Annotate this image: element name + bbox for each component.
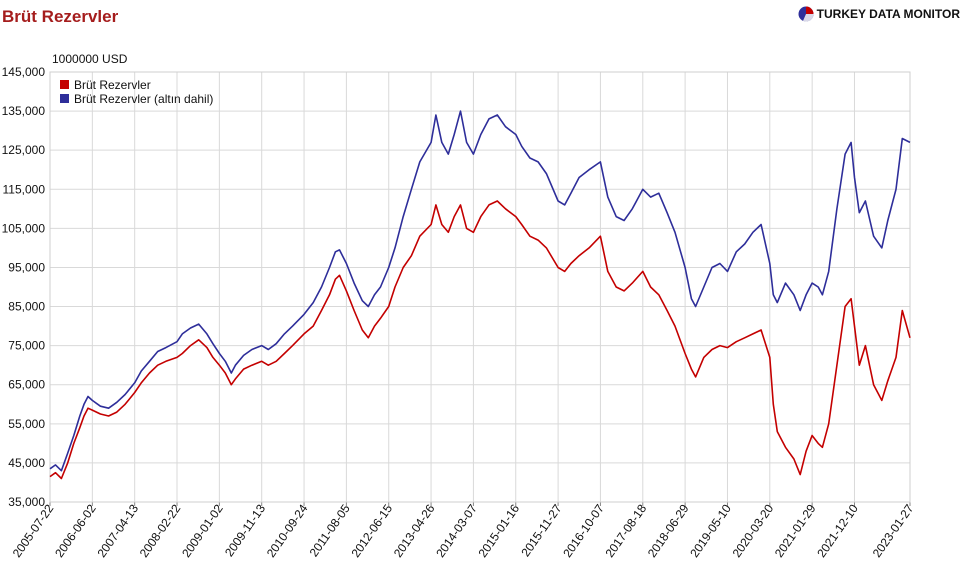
pie-logo-icon — [798, 6, 814, 22]
x-tick-label: 2008-02-22 — [137, 501, 184, 560]
x-tick-label: 2018-06-29 — [645, 501, 692, 560]
x-tick-label: 2007-04-13 — [94, 501, 141, 560]
series-line-2 — [49, 110, 911, 472]
x-tick-label: 2009-01-02 — [179, 501, 226, 560]
x-tick-label: 2011-08-05 — [307, 501, 353, 559]
legend-label-1: Brüt Rezervler — [74, 78, 151, 92]
y-tick-label: 115,000 — [3, 182, 46, 196]
y-tick-label: 85,000 — [8, 300, 45, 314]
brand-logo: TURKEY DATA MONITOR — [798, 6, 960, 22]
y-tick-label: 125,000 — [2, 143, 46, 157]
x-tick-label: 2009-11-13 — [222, 501, 268, 559]
x-tick-label: 2016-10-07 — [560, 501, 607, 560]
x-tick-label: 2013-04-26 — [391, 501, 438, 560]
brand-name: TURKEY DATA MONITOR — [816, 7, 960, 21]
x-tick-label: 2021-12-10 — [814, 501, 861, 560]
x-tick-label: 2006-06-02 — [52, 501, 99, 560]
y-tick-label: 45,000 — [8, 456, 45, 470]
x-tick-label: 2005-07-22 — [10, 501, 57, 560]
legend-swatch-2 — [60, 94, 69, 103]
x-tick-label: 2021-01-29 — [772, 501, 819, 560]
x-tick-label: 2020-03-20 — [730, 501, 777, 560]
y-tick-label: 95,000 — [8, 260, 45, 274]
plot-frame — [49, 71, 911, 503]
legend-swatch-1 — [60, 80, 69, 89]
y-tick-label: 55,000 — [8, 417, 45, 431]
x-tick-label: 2014-03-07 — [433, 501, 480, 560]
x-tick-label: 2015-11-27 — [518, 501, 564, 559]
series-line-1 — [49, 200, 911, 480]
y-tick-label: 135,000 — [2, 104, 46, 118]
chart-title: Brüt Rezervler — [2, 7, 119, 26]
x-tick-label: 2010-09-24 — [264, 501, 311, 560]
x-tick-label: 2015-01-16 — [476, 501, 523, 560]
x-tick-label: 2012-06-15 — [349, 501, 396, 560]
y-tick-label: 35,000 — [8, 495, 45, 509]
y-tick-label: 105,000 — [2, 221, 46, 235]
y-tick-label: 75,000 — [8, 339, 45, 353]
legend-label-2: Brüt Rezervler (altın dahil) — [74, 92, 213, 106]
y-tick-label: 65,000 — [8, 378, 45, 392]
y-axis-unit: 1000000 USD — [52, 52, 128, 66]
x-tick-label: 2017-08-18 — [603, 501, 650, 560]
y-tick-label: 145,000 — [2, 65, 46, 79]
x-tick-label: 2019-05-10 — [687, 501, 734, 560]
x-tick-label: 2023-01-27 — [870, 501, 917, 560]
